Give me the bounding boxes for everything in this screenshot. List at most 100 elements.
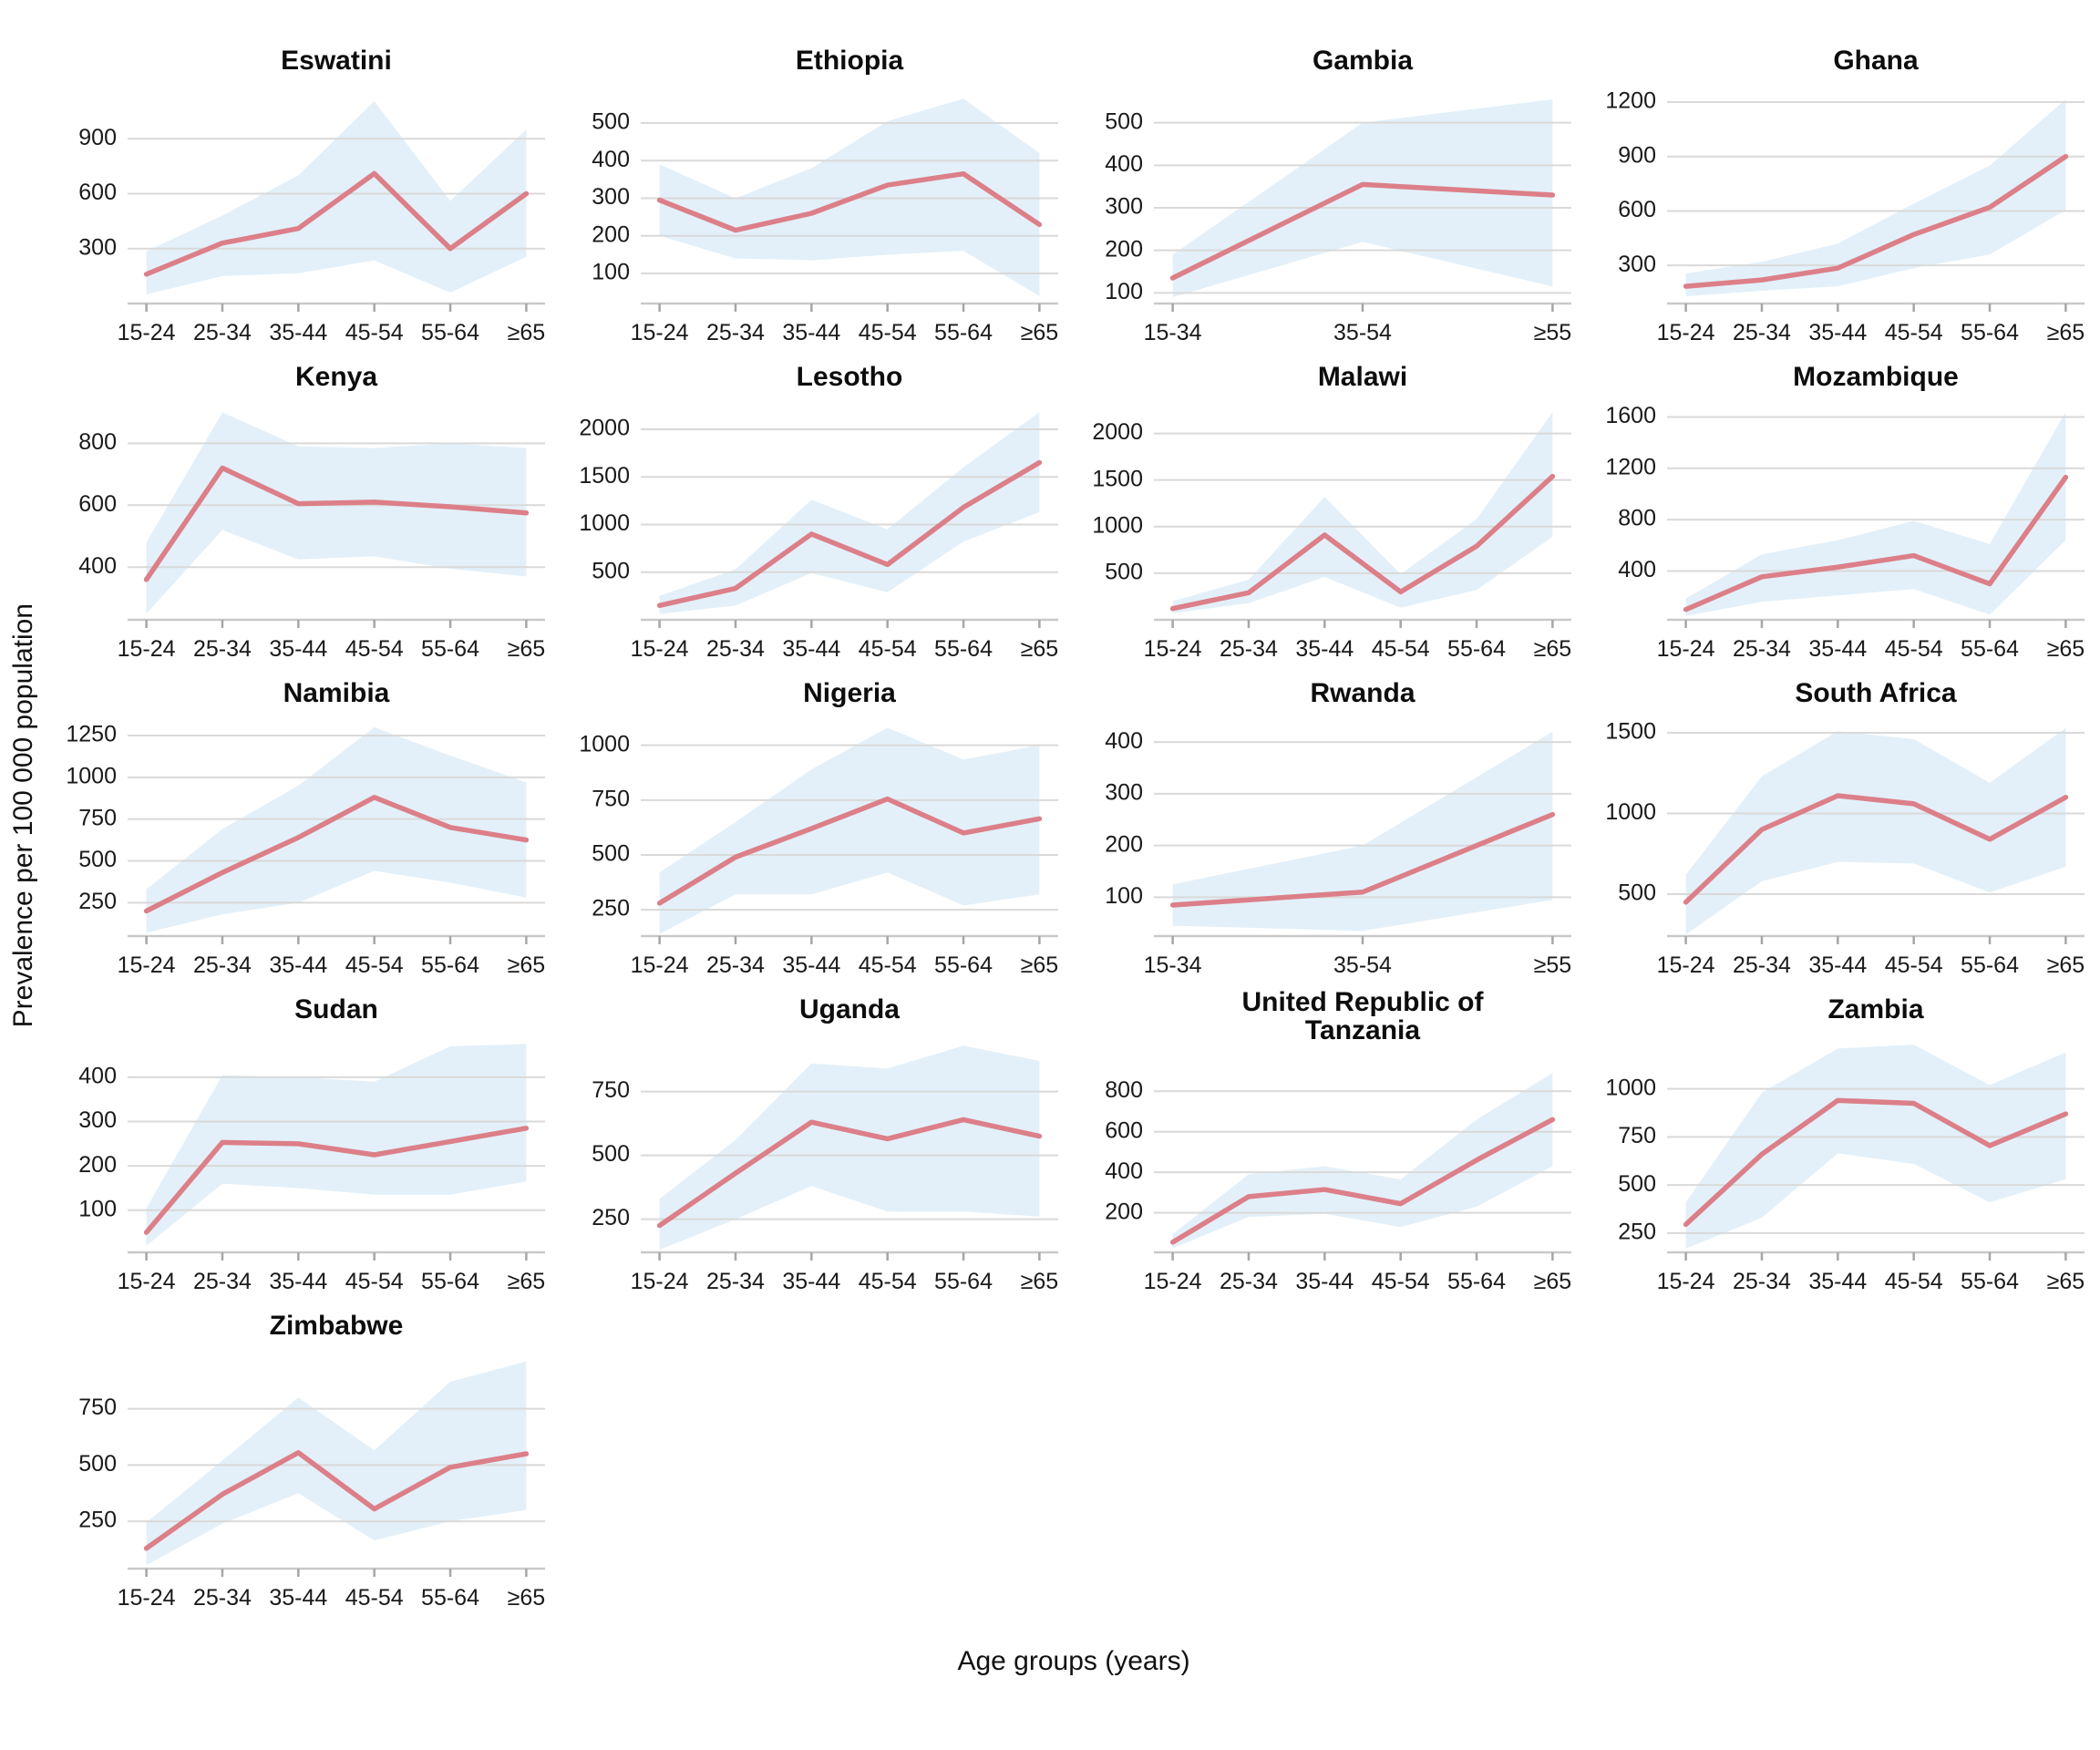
faceted-line-chart-figure: Prevalence per 100 000 population Eswati…	[8, 46, 2100, 1714]
x-tick-label: 35-44	[782, 952, 840, 978]
x-tick-label: 25-34	[193, 320, 252, 345]
y-tick-label: 1250	[66, 722, 117, 747]
y-tick-label: 200	[1105, 236, 1143, 262]
y-tick-label: 100	[1105, 883, 1143, 909]
panel-title: Zimbabwe	[270, 1311, 404, 1341]
x-tick-label: 25-34	[706, 320, 765, 345]
x-tick-label: ≥55	[1534, 952, 1572, 978]
confidence-band	[146, 1361, 527, 1566]
confidence-band	[1172, 412, 1553, 613]
panel-nigeria: Nigeria 250 500 750 1000 15-24 25-34 35-44 45-54…	[579, 678, 1058, 978]
y-tick-label: 750	[592, 786, 630, 811]
x-tick-label: ≥65	[508, 320, 546, 345]
panel-title: Namibia	[283, 678, 390, 708]
y-tick-label: 500	[592, 558, 630, 583]
y-tick-label: 750	[78, 805, 117, 830]
prevalence-line	[1683, 153, 2069, 289]
panel-gambia: Gambia 100 200 300 400 500 15-34 35-54 ≥55	[1105, 46, 1572, 345]
y-tick-label: 400	[1105, 728, 1143, 754]
x-tick-label: 55-64	[421, 952, 479, 978]
y-tick-label: 600	[78, 491, 117, 517]
x-tick-label: 45-54	[859, 636, 917, 662]
y-tick-label: 1000	[1605, 799, 1656, 825]
panel-sudan: Sudan 100 200 300 400 15-24 25-34 35-44 45-54 55-…	[78, 994, 546, 1294]
x-tick-label: ≥65	[2047, 636, 2085, 662]
x-tick-label: 25-34	[193, 952, 252, 978]
x-tick-label: 15-24	[1144, 1269, 1202, 1294]
x-tick-label: 55-64	[934, 952, 993, 978]
x-tick-label: 35-44	[269, 952, 327, 978]
y-axis-label: Prevalence per 100 000 population	[8, 603, 38, 1028]
x-tick-label: ≥65	[508, 636, 546, 662]
x-tick-label: 45-54	[1885, 952, 1943, 978]
y-tick-label: 600	[78, 180, 117, 205]
y-tick-label: 200	[78, 1152, 117, 1178]
prevalence-line	[143, 465, 530, 582]
prevalence-line	[1683, 793, 2069, 905]
prevalence-line	[143, 1126, 530, 1235]
panel-title: Sudan	[294, 994, 378, 1024]
panel-title: Mozambique	[1793, 362, 1959, 392]
panel-title: South Africa	[1795, 678, 1957, 708]
x-tick-label: ≥65	[508, 952, 546, 978]
confidence-band	[1685, 727, 2066, 935]
panel-title: Nigeria	[803, 678, 896, 708]
x-tick-label: 35-44	[1295, 636, 1354, 662]
y-tick-label: 100	[592, 260, 630, 285]
x-tick-label: ≥65	[508, 1269, 546, 1294]
x-tick-label: 25-34	[193, 1269, 252, 1294]
x-tick-label: 15-24	[118, 320, 176, 345]
y-tick-label: 1000	[1605, 1075, 1656, 1100]
x-tick-label: 35-44	[782, 320, 840, 345]
panel-title: Tanzania	[1305, 1015, 1420, 1045]
x-tick-label: ≥65	[2047, 952, 2085, 978]
x-tick-label: ≥55	[1534, 320, 1572, 345]
panel-title: Gambia	[1312, 46, 1413, 76]
x-tick-label: 55-64	[934, 320, 993, 345]
y-tick-label: 500	[78, 1451, 117, 1477]
y-tick-label: 900	[1618, 142, 1656, 168]
x-tick-label: 45-54	[1372, 1269, 1430, 1294]
x-tick-label: 15-24	[631, 1269, 689, 1294]
x-tick-label: 35-44	[1295, 1269, 1354, 1294]
x-tick-label: 55-64	[1447, 1269, 1506, 1294]
x-tick-label: 45-54	[345, 636, 404, 662]
x-tick-label: 45-54	[859, 320, 917, 345]
y-tick-label: 750	[1618, 1123, 1656, 1148]
x-tick-label: 55-64	[421, 1585, 479, 1611]
y-tick-label: 250	[592, 1205, 630, 1230]
x-tick-label: 35-44	[269, 636, 327, 662]
confidence-band	[1172, 99, 1553, 297]
panel-title: Zambia	[1827, 994, 1923, 1024]
x-tick-label: ≥65	[2047, 320, 2085, 345]
x-tick-label: ≥65	[1021, 320, 1059, 345]
x-tick-label: 55-64	[934, 1269, 993, 1294]
panel-zambia: Zambia 250 500 750 1000 15-24 25-34 35-44 45-54 5…	[1605, 994, 2085, 1294]
x-tick-label: ≥65	[1534, 1269, 1572, 1294]
x-tick-label: 45-54	[1372, 636, 1430, 662]
x-tick-label: 55-64	[421, 636, 479, 662]
x-tick-label: 35-44	[269, 320, 327, 345]
panel-title: United Republic of	[1242, 987, 1485, 1017]
panel-zimbabwe: Zimbabwe 250 500 750 15-24 25-34 35-44 45-54 55-…	[78, 1311, 545, 1611]
confidence-band	[146, 101, 527, 294]
confidence-band	[659, 412, 1040, 614]
panel-title: Eswatini	[281, 46, 392, 76]
panel-mozambique: Mozambique 400 800 1200 1600 15-24 25-34 35-44 4…	[1605, 362, 2085, 662]
prevalence-line	[656, 796, 1043, 906]
x-tick-label: ≥65	[1021, 1269, 1059, 1294]
x-tick-label: 25-34	[193, 636, 252, 662]
x-tick-label: 15-24	[118, 1269, 176, 1294]
x-tick-label: 45-54	[345, 952, 404, 978]
x-axis-label-wrap: Age groups (years)	[47, 1632, 2100, 1714]
x-tick-label: 25-34	[1220, 636, 1278, 662]
panel-title: Ghana	[1833, 46, 1919, 76]
x-tick-label: 25-34	[1733, 952, 1791, 978]
prevalence-line	[656, 170, 1043, 233]
prevalence-line	[656, 1117, 1043, 1229]
x-tick-label: 45-54	[1885, 320, 1943, 345]
y-tick-label: 1200	[1605, 88, 1656, 114]
y-tick-label: 300	[78, 1107, 117, 1133]
y-tick-label: 800	[78, 429, 117, 455]
